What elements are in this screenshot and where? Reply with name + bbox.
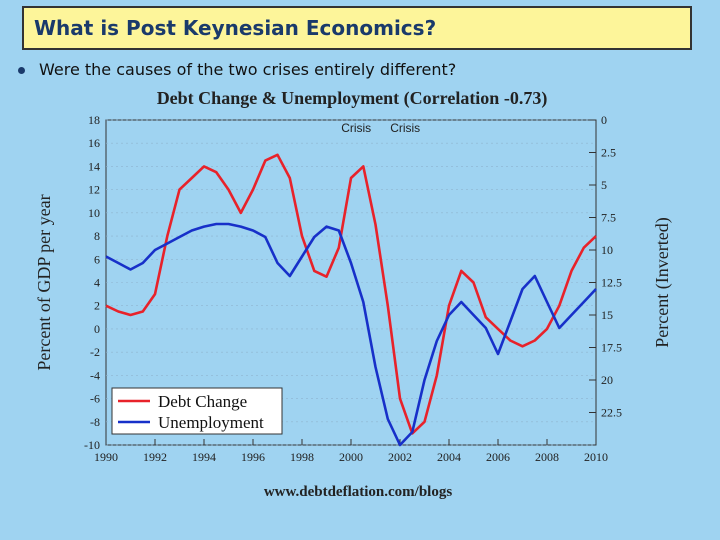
legend-box [111, 387, 283, 435]
left-tick-label: 6 [94, 252, 100, 266]
left-tick-label: -10 [84, 438, 100, 452]
left-tick-label: 14 [88, 159, 100, 173]
bullet-text: Were the causes of the two crises entire… [39, 60, 457, 79]
right-tick-label: 22.5 [601, 406, 622, 420]
left-tick-label: -4 [90, 368, 100, 382]
x-tick-label: 2002 [388, 450, 412, 464]
left-tick-label: 2 [94, 299, 100, 313]
bullet-icon [18, 67, 25, 74]
right-tick-label: 20 [601, 373, 613, 387]
right-tick-label: 15 [601, 308, 613, 322]
right-axis-label: Percent (Inverted) [652, 217, 673, 347]
left-tick-label: 8 [94, 229, 100, 243]
left-tick-label: -8 [90, 415, 100, 429]
right-tick-label: 7.5 [601, 211, 616, 225]
left-tick-label: 10 [88, 206, 100, 220]
bullet-item: Were the causes of the two crises entire… [18, 60, 456, 79]
legend: Debt Change Unemployment [111, 387, 283, 435]
legend-entry: Unemployment [158, 413, 264, 432]
left-axis-label: Percent of GDP per year [34, 194, 54, 370]
x-tick-label: 1996 [241, 450, 265, 464]
x-tick-label: 2010 [584, 450, 608, 464]
x-tick-label: 2000 [339, 450, 363, 464]
left-tick-label: 16 [88, 136, 100, 150]
slide-title: What is Post Keynesian Economics? [34, 16, 437, 40]
x-tick-label: 2006 [486, 450, 510, 464]
left-tick-label: -6 [90, 392, 100, 406]
x-tick-label: 2008 [535, 450, 559, 464]
x-tick-label: 1992 [143, 450, 167, 464]
x-tick-label: 2004 [437, 450, 461, 464]
series-lines [105, 153, 597, 447]
right-tick-label: 5 [601, 178, 607, 192]
unemployment-line [105, 222, 597, 447]
right-tick-label: 12.5 [601, 276, 622, 290]
crisis-annotation-2: Crisis [390, 121, 420, 135]
left-tick-label: 0 [94, 322, 100, 336]
source-label: www.debtdeflation.com/blogs [264, 484, 453, 500]
debt-change-line [105, 153, 597, 435]
right-tick-label: 17.5 [601, 341, 622, 355]
x-tick-label: 1998 [290, 450, 314, 464]
left-tick-label: 18 [88, 113, 100, 127]
legend-entry: Debt Change [158, 392, 247, 411]
debt-unemployment-chart: Debt Change & Unemployment (Correlation … [34, 88, 673, 500]
slide-title-box: What is Post Keynesian Economics? [22, 6, 692, 50]
left-tick-label: 12 [88, 183, 100, 197]
crisis-annotation-1: Crisis [341, 121, 371, 135]
left-tick-label: -2 [90, 345, 100, 359]
chart-title: Debt Change & Unemployment (Correlation … [157, 88, 548, 109]
left-tick-label: 4 [94, 276, 100, 290]
right-tick-label: 10 [601, 243, 613, 257]
right-tick-label: 2.5 [601, 146, 616, 160]
x-tick-label: 1990 [94, 450, 118, 464]
right-tick-label: 0 [601, 113, 607, 127]
tick-labels: 181614121086420-2-4-6-8-1002.557.51012.5… [84, 113, 622, 464]
x-tick-label: 1994 [192, 450, 216, 464]
